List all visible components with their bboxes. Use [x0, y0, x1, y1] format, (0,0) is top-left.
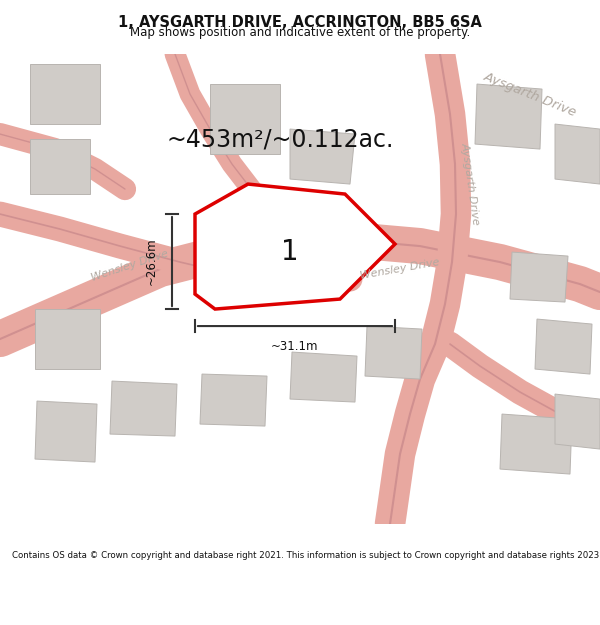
Polygon shape: [35, 309, 100, 369]
Polygon shape: [210, 84, 280, 154]
Text: Map shows position and indicative extent of the property.: Map shows position and indicative extent…: [130, 26, 470, 39]
Polygon shape: [555, 394, 600, 449]
Text: ~26.6m: ~26.6m: [145, 238, 158, 286]
Polygon shape: [500, 414, 572, 474]
Polygon shape: [555, 124, 600, 184]
Text: Aysgarth Drive: Aysgarth Drive: [482, 69, 578, 119]
Text: Contains OS data © Crown copyright and database right 2021. This information is : Contains OS data © Crown copyright and d…: [12, 551, 600, 560]
Text: ~31.1m: ~31.1m: [271, 340, 319, 353]
Polygon shape: [535, 319, 592, 374]
Polygon shape: [195, 184, 395, 309]
Polygon shape: [35, 401, 97, 462]
Text: ~453m²/~0.112ac.: ~453m²/~0.112ac.: [166, 127, 394, 151]
Text: Aysgarth Drive: Aysgarth Drive: [459, 142, 481, 226]
Polygon shape: [290, 129, 355, 184]
Text: Wensley Drive: Wensley Drive: [90, 249, 170, 283]
Polygon shape: [290, 352, 357, 402]
Polygon shape: [30, 64, 100, 124]
Polygon shape: [30, 139, 90, 194]
Polygon shape: [110, 381, 177, 436]
Polygon shape: [365, 326, 422, 379]
Text: 1: 1: [281, 238, 299, 266]
Polygon shape: [200, 374, 267, 426]
Text: 1, AYSGARTH DRIVE, ACCRINGTON, BB5 6SA: 1, AYSGARTH DRIVE, ACCRINGTON, BB5 6SA: [118, 15, 482, 30]
Text: Wensley Drive: Wensley Drive: [359, 257, 440, 281]
Polygon shape: [510, 252, 568, 302]
Polygon shape: [475, 84, 542, 149]
